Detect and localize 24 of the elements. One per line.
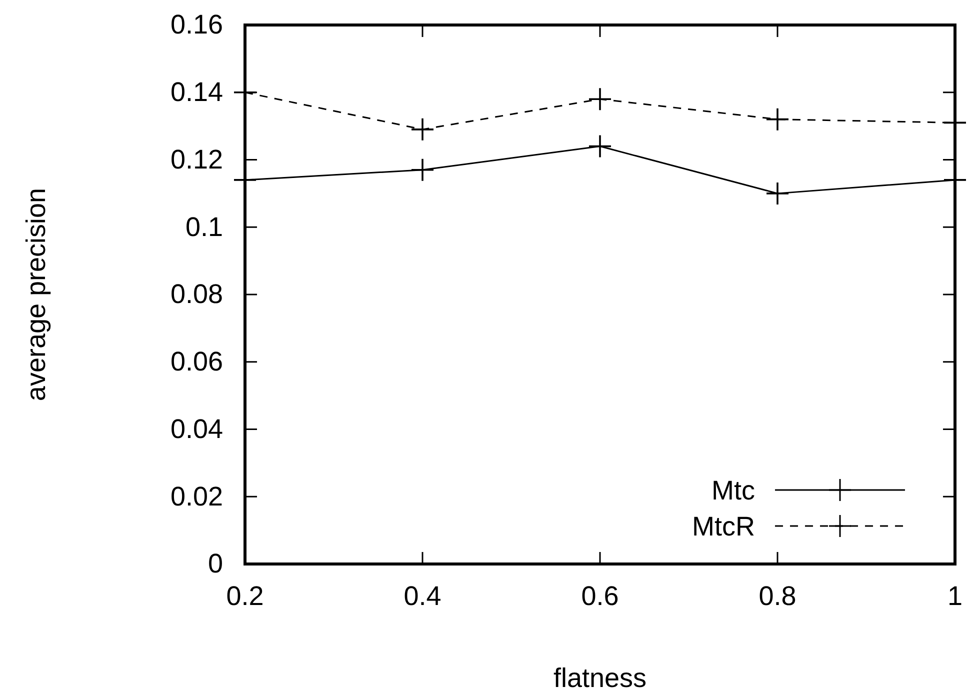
y-tick-label: 0.1 xyxy=(185,212,223,242)
point xyxy=(766,182,788,204)
legend-label: MtcR xyxy=(692,511,755,542)
y-tick-label: 0.14 xyxy=(170,77,223,108)
y-tick-label: 0.08 xyxy=(170,279,223,310)
legend-label: Mtc xyxy=(712,475,755,506)
point xyxy=(412,158,434,181)
y-tick-label: 0.06 xyxy=(170,346,223,377)
y-tick-label: 0.02 xyxy=(170,481,223,512)
x-tick-label: 0.6 xyxy=(581,580,619,611)
y-axis-title: average precision xyxy=(21,188,51,402)
y-tick-label: 0.12 xyxy=(170,144,223,174)
x-axis-title: flatness xyxy=(553,663,647,693)
y-tick-label: 0.16 xyxy=(170,10,223,40)
y-tick-label: 0.04 xyxy=(170,414,223,444)
point xyxy=(766,108,788,130)
x-tick-label: 0.8 xyxy=(758,580,796,611)
x-tick-label: 1 xyxy=(947,580,963,611)
y-tick-label: 0 xyxy=(208,548,223,579)
x-tick-label: 0.2 xyxy=(226,580,264,611)
point xyxy=(412,118,434,140)
x-tick-label: 0.4 xyxy=(404,580,442,611)
point xyxy=(589,135,611,158)
point xyxy=(589,88,611,110)
